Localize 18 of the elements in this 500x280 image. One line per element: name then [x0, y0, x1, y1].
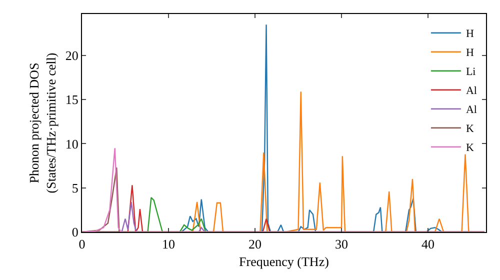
y-tick-label: 20 [65, 48, 78, 64]
y-tick-label: 0 [72, 224, 78, 240]
y-tick-label: 10 [65, 136, 78, 152]
legend-label: H [466, 47, 474, 60]
x-axis-title: Frequency (THz) [239, 254, 329, 270]
x-tick-label: 10 [162, 236, 176, 252]
x-tick-label: 40 [422, 236, 435, 252]
legend-label: Al [466, 104, 477, 116]
y-axis-title: Phonon projected DOS (States/THz·primitive cell) [26, 52, 58, 194]
legend-label: Li [466, 66, 476, 78]
legend-label: H [466, 28, 474, 40]
y-tick-label: 15 [65, 92, 78, 108]
legend-label: Al [466, 85, 477, 98]
x-tick-label: 30 [335, 236, 348, 252]
y-tick-label: 5 [72, 180, 78, 196]
legend-label: K [466, 142, 474, 154]
legend-label: K [466, 123, 474, 136]
x-tick-label: 20 [248, 236, 262, 252]
